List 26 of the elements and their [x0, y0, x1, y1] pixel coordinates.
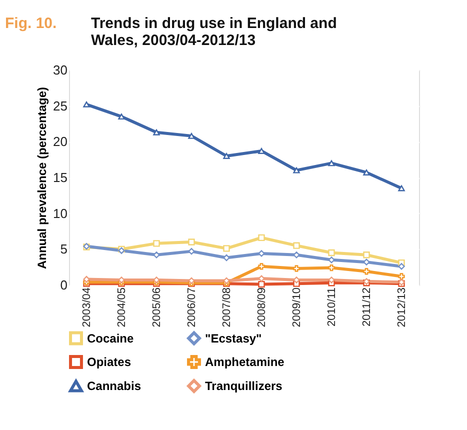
x-tick-label: 2004/05	[116, 288, 128, 328]
y-tick-label: 30	[53, 62, 68, 78]
legend-label: Amphetamine	[205, 355, 285, 369]
legend-label: Tranquillizers	[205, 379, 283, 393]
y-tick-label: 10	[53, 206, 68, 221]
legend-label: Opiates	[87, 355, 132, 369]
x-tick-label: 2008/09	[256, 288, 268, 328]
x-tick-label: 2007/08	[221, 288, 233, 328]
y-tick-label: 0	[60, 278, 68, 292]
x-tick-label: 2006/07	[186, 288, 198, 328]
y-tick-label: 25	[53, 98, 68, 114]
y-axis-title: Annual prevalence (percentage)	[35, 86, 50, 270]
caption: Fig. 10.	[5, 15, 57, 32]
x-tick-label: 2003/04	[81, 288, 93, 328]
chart-title: Trends in drug use in England and Wales, 2003/04-2012/13	[91, 15, 337, 49]
x-tick-label: 2005/06	[151, 288, 163, 328]
x-tick-label: 2009/10	[291, 288, 303, 328]
y-tick-label: 20	[53, 134, 68, 150]
x-tick-label: 2012/13	[396, 288, 408, 328]
x-tick-label: 2011/12	[361, 288, 373, 326]
legend-label: "Ecstasy"	[205, 331, 262, 346]
legend-label: Cocaine	[87, 331, 134, 346]
legend-label: Cannabis	[87, 379, 142, 393]
x-tick-label: 2010/11	[326, 288, 338, 326]
y-tick-label: 15	[53, 170, 68, 185]
y-tick-label: 5	[60, 242, 68, 257]
